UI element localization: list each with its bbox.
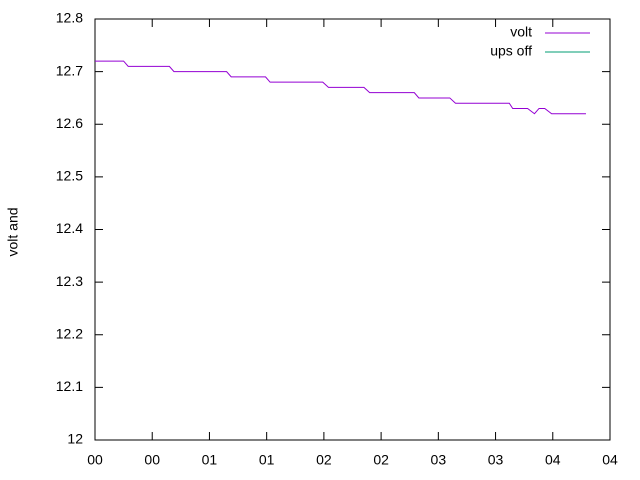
y-axis-label: volt and (5, 207, 21, 256)
x-tick-label: 04 (602, 452, 618, 468)
x-tick-label: 03 (431, 452, 447, 468)
x-tick-label: 01 (202, 452, 218, 468)
legend-label: volt (510, 24, 532, 40)
y-tick-label: 12.1 (56, 378, 83, 394)
y-tick-label: 12.5 (56, 168, 83, 184)
y-tick-label: 12.6 (56, 115, 83, 131)
x-tick-label: 03 (488, 452, 504, 468)
x-tick-label: 00 (87, 452, 103, 468)
x-tick-label: 02 (316, 452, 332, 468)
y-tick-label: 12.8 (56, 10, 83, 26)
x-tick-label: 00 (144, 452, 160, 468)
legend-label: ups off (490, 43, 532, 59)
y-tick-label: 12.4 (56, 220, 83, 236)
plot-frame (94, 18, 611, 441)
y-tick-label: 12 (67, 431, 83, 447)
y-tick-label: 12.7 (56, 62, 83, 78)
x-tick-label: 01 (259, 452, 275, 468)
x-tick-label: 04 (545, 452, 561, 468)
data-line (95, 60, 586, 115)
y-tick-label: 12.3 (56, 273, 83, 289)
y-tick-label: 12.2 (56, 325, 83, 341)
x-tick-label: 02 (373, 452, 389, 468)
